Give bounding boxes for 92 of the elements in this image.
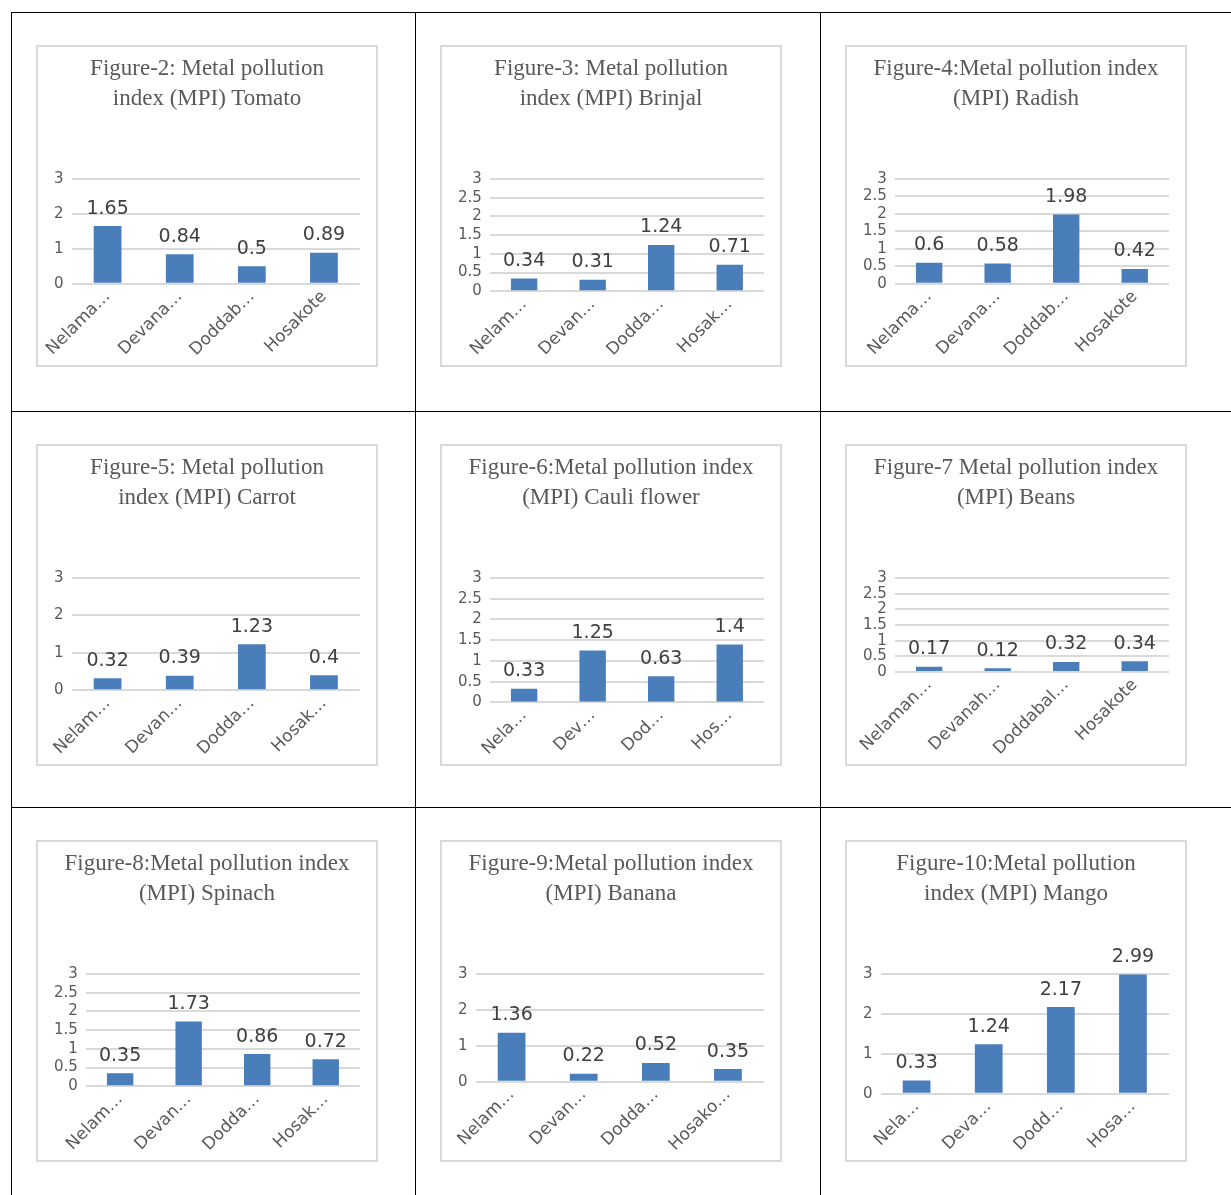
y-tick-label: 3 [54, 567, 64, 586]
data-label: 0.6 [914, 232, 945, 255]
y-tick-label: 2 [458, 999, 468, 1018]
data-label: 0.31 [571, 249, 614, 272]
data-label: 1.65 [86, 195, 129, 218]
data-label: 0.12 [976, 637, 1019, 660]
y-tick-label: 0 [458, 1071, 468, 1090]
y-tick-label: 2 [472, 206, 482, 225]
data-label: 0.34 [1113, 630, 1156, 653]
y-tick-label: 0 [54, 273, 64, 292]
data-label: 0.39 [158, 645, 201, 668]
data-label: 1.24 [640, 214, 683, 237]
y-tick-label: 1.5 [458, 630, 482, 649]
data-label: 2.17 [1039, 976, 1082, 999]
y-tick-label: 3 [68, 963, 78, 982]
data-label: 1.23 [230, 613, 273, 636]
y-tick-label: 2 [472, 609, 482, 628]
data-label: 0.72 [304, 1028, 347, 1051]
y-tick-label: 3 [863, 963, 873, 982]
y-tick-label: 0.5 [54, 1057, 78, 1076]
chart-title: Figure-9:Metal pollution index (MPI) Banana [467, 849, 755, 907]
data-label: 0.22 [562, 1043, 605, 1066]
data-label: 2.99 [1111, 943, 1155, 966]
y-tick-label: 0 [472, 281, 482, 300]
data-label: 0.4 [308, 644, 340, 667]
data-label: 1.36 [490, 1002, 533, 1025]
y-tick-label: 0 [472, 692, 482, 711]
y-tick-label: 3 [877, 168, 887, 187]
chart-title: Figure-3: Metal pollution index (MPI) Brinjal [493, 54, 729, 112]
y-tick-label: 1 [54, 642, 64, 661]
data-label: 0.33 [895, 1049, 938, 1072]
data-label: 0.35 [706, 1038, 750, 1061]
data-label: 0.52 [634, 1032, 677, 1055]
data-label: 0.35 [98, 1042, 142, 1065]
y-tick-label: 1 [877, 630, 887, 649]
y-tick-label: 2 [863, 1003, 873, 1022]
y-tick-label: 0 [863, 1083, 873, 1102]
data-label: 0.86 [236, 1023, 279, 1046]
chart-title: Figure-5: Metal pollution index (MPI) Carrot [89, 453, 325, 511]
chart-title: Figure-7 Metal pollution index (MPI) Beans [872, 453, 1160, 511]
data-label: 0.58 [976, 232, 1019, 255]
y-tick-label: 1 [458, 1035, 468, 1054]
chart-title: Figure-2: Metal pollution index (MPI) Tomato [89, 54, 325, 112]
y-tick-label: 0.5 [458, 262, 482, 281]
y-tick-label: 0 [877, 273, 887, 292]
y-tick-label: 2.5 [863, 186, 887, 205]
y-tick-label: 1.5 [54, 1020, 78, 1039]
data-label: 0.71 [708, 234, 751, 257]
chart-title: Figure-10:Metal pollution index (MPI) Mango [895, 849, 1137, 907]
data-label: 1.25 [571, 620, 614, 643]
y-tick-label: 2 [54, 203, 64, 222]
data-label: 1.24 [967, 1013, 1010, 1036]
data-label: 1.4 [714, 613, 745, 636]
y-tick-label: 3 [458, 963, 468, 982]
y-tick-label: 2.5 [863, 583, 887, 602]
y-tick-label: 3 [54, 168, 64, 187]
y-tick-label: 3 [472, 168, 482, 187]
chart-title: Figure-8:Metal pollution index (MPI) Spinach [63, 849, 351, 907]
data-label: 0.42 [1113, 238, 1156, 261]
y-tick-label: 2 [68, 1001, 78, 1020]
y-tick-label: 2 [54, 605, 64, 624]
data-label: 0.34 [502, 248, 546, 271]
chart-title: Figure-4:Metal pollution index (MPI) Radish [872, 54, 1160, 112]
data-label: 0.63 [640, 645, 683, 668]
data-label: 0.32 [86, 647, 129, 670]
y-tick-label: 3 [472, 567, 482, 586]
data-label: 1.98 [1045, 184, 1088, 207]
y-tick-label: 1.5 [863, 221, 887, 240]
y-tick-label: 1 [472, 650, 482, 669]
y-tick-label: 2.5 [458, 588, 482, 607]
y-tick-label: 1 [472, 243, 482, 262]
data-label: 0.32 [1045, 631, 1088, 654]
y-tick-label: 1 [54, 238, 64, 257]
y-tick-label: 1.5 [458, 225, 482, 244]
data-label: 1.73 [167, 990, 210, 1013]
chart-title: Figure-6:Metal pollution index (MPI) Cauli flower [467, 453, 755, 511]
y-tick-label: 2.5 [54, 982, 78, 1001]
y-tick-label: 1 [877, 238, 887, 257]
y-tick-label: 0 [54, 680, 64, 699]
y-tick-label: 0.5 [863, 256, 887, 275]
data-label: 0.17 [907, 636, 951, 659]
y-tick-label: 0 [68, 1076, 78, 1095]
data-label: 0.89 [302, 222, 346, 245]
y-tick-label: 3 [877, 567, 887, 586]
y-tick-label: 1 [863, 1043, 873, 1062]
y-tick-label: 2.5 [458, 187, 482, 206]
y-tick-label: 1 [68, 1038, 78, 1057]
data-label: 0.84 [158, 223, 201, 246]
data-label: 0.33 [502, 658, 546, 681]
y-tick-label: 0.5 [458, 671, 482, 690]
y-tick-label: 2 [877, 203, 887, 222]
data-label: 0.5 [236, 235, 267, 258]
